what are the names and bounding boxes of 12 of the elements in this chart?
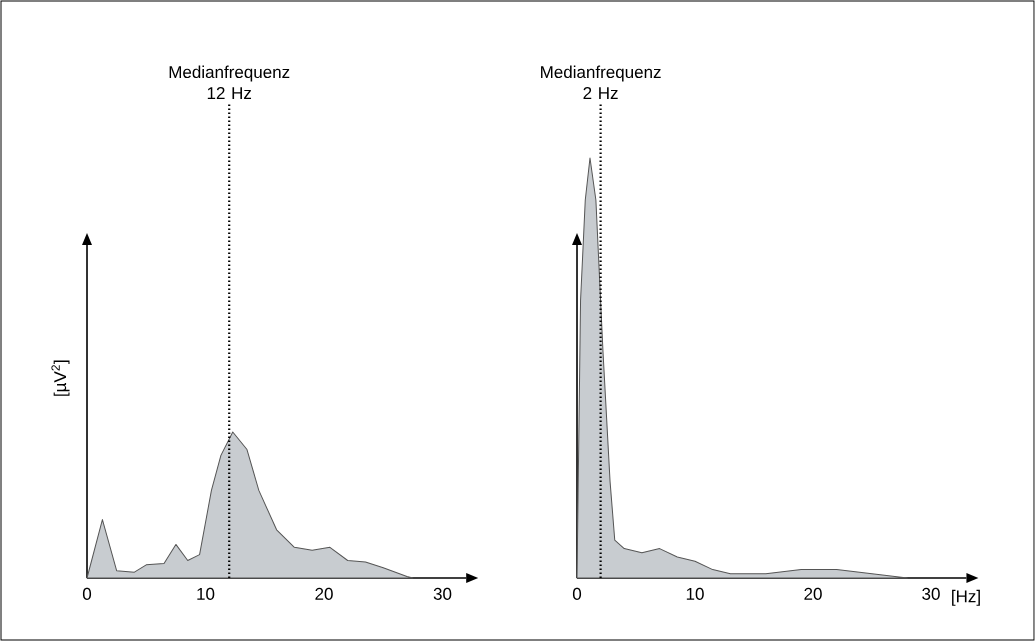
x-axis-title: [Hz] xyxy=(952,589,980,606)
x-tick-label: 0 xyxy=(572,587,582,600)
x-tick-label: 0 xyxy=(82,587,92,600)
ref-line-label: Medianfrequenz 12 Hz xyxy=(169,65,290,99)
x-tick-label: 10 xyxy=(197,587,215,600)
x-tick-label: 10 xyxy=(686,587,704,600)
ref-line-label: Medianfrequenz 2 Hz xyxy=(541,65,661,99)
y-axis-title: [µV$^{2}$] xyxy=(51,360,70,396)
x-tick-label: 30 xyxy=(922,587,940,600)
x-tick-label: 30 xyxy=(433,587,452,600)
x-tick-label: 20 xyxy=(315,587,333,600)
x-tick-label: 20 xyxy=(804,587,822,600)
